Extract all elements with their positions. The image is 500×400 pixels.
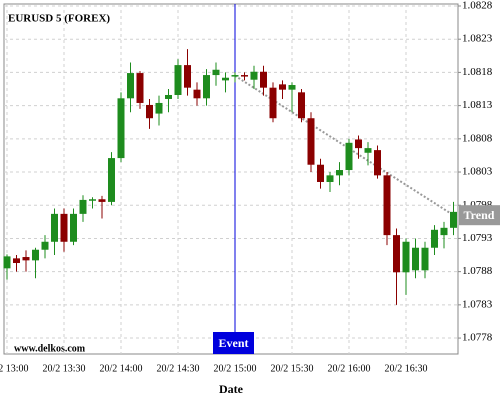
event-label: Event	[219, 336, 249, 350]
x-tick-label: 20/2 14:30	[156, 363, 199, 374]
watermark: www.delkos.com	[14, 343, 86, 354]
x-tick-label: 20/2 16:30	[384, 363, 427, 374]
candle-body	[250, 71, 258, 80]
y-tick-label: 1.0793	[462, 232, 493, 244]
y-tick-label: 1.0828	[462, 0, 493, 12]
plot-area	[3, 3, 459, 355]
x-tick-label: 20/2 15:30	[270, 363, 313, 374]
candle-body	[155, 102, 163, 114]
candle-body	[440, 227, 448, 236]
candle-body	[127, 73, 134, 99]
y-tick-label: 1.0823	[462, 33, 493, 45]
candle-body	[32, 249, 39, 261]
event-box	[213, 332, 254, 354]
candle-body	[383, 175, 391, 236]
candle-body	[89, 199, 96, 201]
x-tick-label: 20/2 13:30	[42, 363, 85, 374]
y-tick-label: 1.0783	[462, 298, 493, 310]
candle-body	[326, 175, 334, 182]
candle-body	[203, 75, 210, 99]
x-tick-label: 20/2 13:00	[0, 363, 29, 374]
y-tick-label: 1.0788	[462, 265, 493, 277]
y-tick-label: 1.0778	[462, 332, 493, 344]
candle-body	[98, 199, 106, 202]
candle-body	[355, 139, 362, 149]
candle-body	[317, 164, 324, 182]
candle-body	[3, 256, 11, 269]
candle-body	[241, 75, 248, 77]
candle-body	[51, 213, 58, 242]
candle-body	[146, 104, 153, 119]
x-tick-label: 20/2 14:00	[99, 363, 142, 374]
candle-body	[269, 87, 277, 119]
candle-body	[231, 75, 239, 77]
candle-body	[13, 258, 20, 264]
candle-body	[421, 247, 429, 271]
candle-body	[364, 148, 372, 153]
candle-body	[336, 170, 343, 176]
candle-body	[193, 89, 201, 99]
candle-body	[402, 241, 410, 273]
candle-body	[307, 118, 315, 165]
x-tick-label: 20/2 16:00	[327, 363, 370, 374]
candle-body	[108, 158, 115, 202]
x-axis-label: Date	[219, 382, 244, 396]
candle-body	[222, 77, 229, 81]
candle-body	[260, 71, 267, 88]
candle-body	[288, 85, 296, 90]
candle-body	[165, 94, 172, 99]
candle-body	[60, 213, 68, 242]
candle-body	[70, 213, 77, 242]
candle-body	[174, 65, 182, 95]
y-tick-label: 1.0813	[462, 99, 493, 111]
candle-body	[41, 241, 49, 250]
candle-body	[450, 211, 457, 228]
candle-body	[298, 92, 305, 119]
trend-line	[234, 74, 455, 217]
candle-body	[279, 84, 286, 90]
candle-body	[374, 150, 381, 176]
candle-body	[184, 65, 191, 88]
trend-label: Trend	[464, 208, 495, 222]
x-tick-label: 20/2 15:00	[213, 363, 256, 374]
y-tick-label: 1.0808	[462, 132, 493, 144]
y-tick-label: 1.0818	[462, 66, 493, 78]
candle-body	[22, 257, 30, 261]
candle-body	[212, 69, 220, 76]
candle-body	[136, 73, 144, 103]
candle-body	[79, 199, 87, 214]
trend-box	[459, 205, 500, 226]
candle-body	[412, 247, 419, 271]
candle-body	[345, 142, 353, 171]
y-tick-label: 1.0803	[462, 166, 493, 178]
candle-body	[431, 229, 438, 248]
chart-title: EURUSD 5 (FOREX)	[8, 13, 110, 25]
candle-body	[393, 235, 400, 273]
candle-body	[117, 98, 125, 159]
